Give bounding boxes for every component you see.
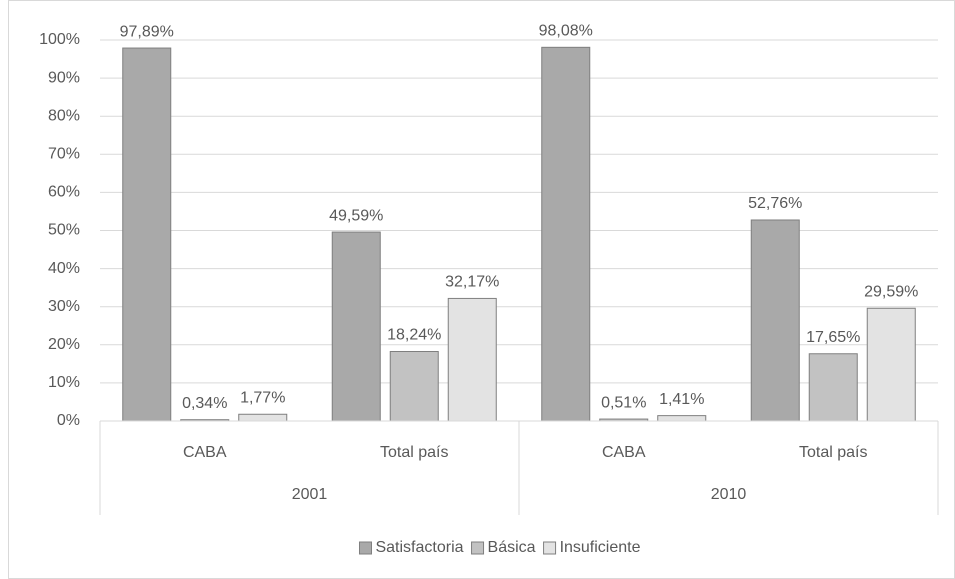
y-tick-label: 30%: [48, 298, 80, 315]
group-label: 2001: [292, 486, 328, 503]
bar: [541, 46, 591, 422]
x-tick-label: CABA: [183, 444, 227, 461]
bar: [447, 297, 497, 422]
y-tick-label: 60%: [48, 184, 80, 201]
y-tick-label: 10%: [48, 374, 80, 391]
value-label: 0,51%: [601, 394, 646, 411]
x-tick-label: Total país: [799, 444, 867, 461]
bar: [389, 351, 439, 422]
legend-label: Satisfactoria: [375, 539, 463, 556]
y-tick-label: 40%: [48, 260, 80, 277]
value-label: 32,17%: [445, 274, 499, 291]
y-tick-label: 50%: [48, 222, 80, 239]
legend-label: Insuficiente: [560, 539, 641, 556]
legend-swatch: [471, 541, 485, 555]
bar: [808, 353, 858, 422]
x-tick-label: CABA: [602, 444, 646, 461]
y-tick-label: 20%: [48, 336, 80, 353]
y-tick-label: 100%: [39, 31, 80, 48]
y-tick-label: 70%: [48, 146, 80, 163]
value-label: 98,08%: [539, 23, 593, 40]
legend-swatch: [358, 541, 372, 555]
value-label: 17,65%: [806, 329, 860, 346]
value-label: 1,41%: [659, 391, 704, 408]
value-label: 49,59%: [329, 207, 383, 224]
bar: [331, 231, 381, 422]
value-label: 29,59%: [864, 283, 918, 300]
y-tick-label: 80%: [48, 107, 80, 124]
legend-label: Básica: [488, 539, 536, 556]
y-tick-label: 0%: [57, 412, 80, 429]
value-label: 1,77%: [240, 389, 285, 406]
legend-swatch: [543, 541, 557, 555]
value-label: 97,89%: [120, 23, 174, 40]
bar: [866, 307, 916, 422]
value-label: 18,24%: [387, 327, 441, 344]
y-tick-label: 90%: [48, 69, 80, 86]
x-tick-label: Total país: [380, 444, 448, 461]
value-label: 0,34%: [182, 395, 227, 412]
value-label: 52,76%: [748, 195, 802, 212]
bar: [122, 47, 172, 422]
bar: [750, 219, 800, 422]
group-label: 2010: [711, 486, 747, 503]
bar: [238, 413, 288, 422]
bar: [657, 415, 707, 422]
